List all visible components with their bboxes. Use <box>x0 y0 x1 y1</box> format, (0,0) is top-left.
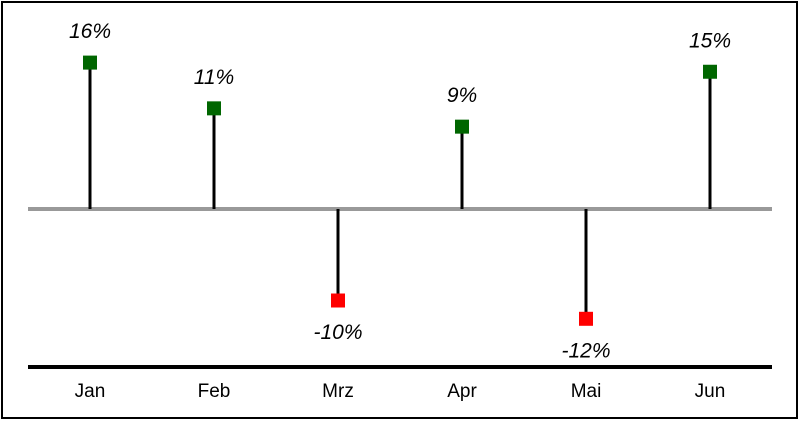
x-tick-label: Mai <box>571 381 602 402</box>
x-tick-label: Mrz <box>322 381 354 402</box>
x-tick-label: Jan <box>75 381 106 402</box>
value-label: 15% <box>689 29 731 52</box>
value-label: 11% <box>194 66 234 89</box>
marker <box>207 101 221 116</box>
value-label: -10% <box>313 321 362 344</box>
marker <box>455 119 469 134</box>
marker <box>579 311 593 326</box>
x-tick-label: Feb <box>198 381 231 402</box>
marker <box>703 64 717 79</box>
value-label: 16% <box>69 20 111 43</box>
x-tick-label: Jun <box>695 381 726 402</box>
marker <box>331 293 345 308</box>
value-label: 9% <box>447 84 477 107</box>
value-label: -12% <box>561 339 610 362</box>
x-tick-label: Apr <box>447 381 477 402</box>
marker <box>83 55 97 70</box>
